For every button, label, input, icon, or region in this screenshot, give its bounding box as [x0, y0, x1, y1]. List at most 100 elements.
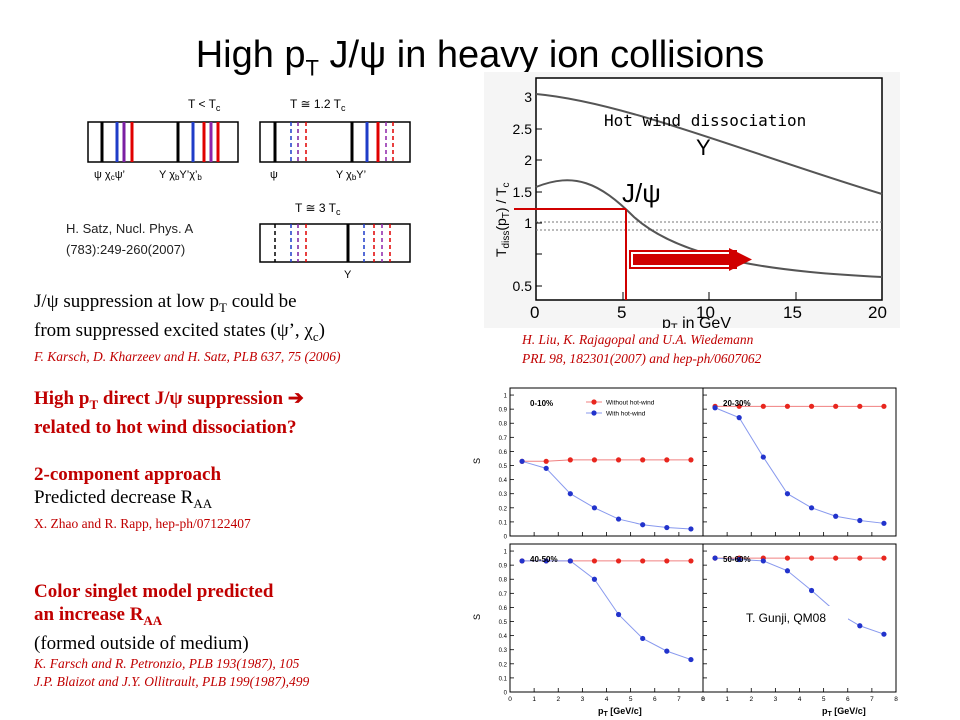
- hot-wind-annotation: Hot wind dissociation: [604, 111, 806, 130]
- svg-text:5: 5: [617, 303, 626, 322]
- series-line: [714, 407, 884, 524]
- x-tick-label: 6: [653, 696, 657, 703]
- data-point: [881, 631, 887, 637]
- data-point: [736, 403, 742, 409]
- y-tick-label: 0.9: [499, 408, 508, 414]
- data-point: [615, 611, 622, 618]
- data-point: [784, 403, 791, 409]
- upper-plot-xlabel: pT in GeV: [662, 315, 731, 328]
- svg-text:1.5: 1.5: [513, 184, 533, 200]
- svg-text:3: 3: [524, 89, 532, 105]
- blaizot-reference: J.P. Blaizot and J.Y. Ollitrault, PLB 19…: [34, 673, 310, 689]
- x-tick-label: 4: [798, 696, 802, 703]
- data-point: [591, 558, 598, 564]
- data-point: [760, 454, 766, 460]
- data-point: [857, 403, 863, 409]
- data-point: [591, 505, 598, 511]
- data-point: [784, 555, 791, 561]
- x-tick-label: 0: [701, 696, 705, 703]
- data-point: [712, 405, 718, 411]
- data-point: [736, 556, 742, 563]
- y-tick-label: 0.6: [499, 606, 508, 612]
- ylabel-bottom: S: [472, 614, 482, 620]
- y-tick-label: 0.5: [499, 464, 508, 470]
- x-tick-label: 2: [556, 696, 560, 703]
- series-line: [522, 560, 692, 661]
- karsch-reference: F. Karsch, D. Kharzeev and H. Satz, PLB …: [34, 348, 341, 364]
- panel-label: 40-50%: [530, 555, 558, 564]
- data-point: [881, 403, 887, 409]
- zhao-reference: X. Zhao and R. Rapp, hep-ph/07122407: [34, 515, 251, 531]
- panel-frame: [509, 387, 704, 537]
- data-point: [543, 458, 549, 464]
- y-tick-label: 0.2: [499, 506, 508, 512]
- data-point: [567, 457, 573, 463]
- x-tick-label: 0: [508, 696, 512, 703]
- data-point: [640, 635, 646, 642]
- y-tick-label: 0.8: [499, 578, 508, 584]
- x-tick-label: 7: [677, 696, 681, 703]
- x-tick-label: 7: [870, 696, 874, 703]
- svg-text:2: 2: [524, 152, 532, 168]
- data-point: [640, 457, 646, 463]
- spectra-panel3-heading: T ≅ 3 Tc: [295, 201, 341, 217]
- data-point: [808, 587, 815, 594]
- y-tick-label: 0.1: [499, 520, 508, 526]
- data-point: [519, 558, 525, 564]
- data-point: [808, 403, 815, 409]
- y-tick-label: 0.4: [499, 478, 508, 484]
- data-point: [857, 555, 863, 561]
- y-tick-label: 0.3: [499, 492, 508, 498]
- x-tick-label: 3: [581, 696, 585, 703]
- y-tick-label: 0.6: [499, 450, 508, 456]
- excited-states-paragraph: J/ψ suppression at low pT could be from …: [34, 290, 474, 366]
- panel-frame: [702, 387, 897, 537]
- data-point: [833, 555, 839, 561]
- survival-probability-chart: 0 0.1 0.2 0.3 0.4 0.5 0.6 0.7 0.8 0.9 1 0-10% Withou…: [470, 378, 920, 720]
- y-tick-label: 0.7: [499, 592, 508, 598]
- x-tick-label: 5: [822, 696, 826, 703]
- data-point: [881, 520, 887, 526]
- spectra-panel1-labels: ψ χcψ’ Υ χbΥ’χ’b: [94, 169, 202, 182]
- chart-panel-2: 0 0.1 0.2 0.3 0.4 0.5 0.6 0.7 0.8 0.9 1 0 1 2 3 4 5 6 7 8 40…: [499, 543, 705, 703]
- x-tick-label: 6: [846, 696, 850, 703]
- data-point: [664, 648, 670, 654]
- spectra-panel1-heading: T < Tc: [188, 97, 221, 113]
- xlabel-left: pT [GeV/c]: [598, 706, 642, 718]
- data-point: [591, 576, 598, 582]
- data-point: [615, 516, 622, 522]
- data-point: [857, 623, 863, 629]
- data-point: [615, 457, 622, 463]
- svg-text:20: 20: [868, 303, 887, 322]
- dissociation-temperature-plot: 0 5 10 15 20 0.5 1 1.5 2 2.5 3 Tdiss(pT)…: [484, 72, 900, 328]
- svg-text:2.5: 2.5: [513, 121, 533, 137]
- spectra-panel3-labels: Υ: [344, 269, 352, 281]
- x-tick-label: 1: [532, 696, 536, 703]
- data-point: [664, 457, 670, 463]
- data-point: [615, 558, 622, 564]
- page-title: High pT J/ψ in heavy ion collisions: [195, 34, 765, 81]
- upsilon-label: Υ: [696, 135, 711, 160]
- series-line: [715, 557, 885, 635]
- y-tick-label: 0: [504, 691, 508, 697]
- data-point: [688, 526, 694, 532]
- series-line: [522, 459, 691, 462]
- spectra-panel2-heading: T ≅ 1.2 Tc: [290, 97, 346, 113]
- data-point: [808, 555, 815, 561]
- legend-entry: Without hot-wind: [606, 400, 655, 407]
- data-point: [760, 403, 766, 409]
- xlabel-right: pT [GeV/c]: [822, 706, 866, 718]
- data-point: [784, 568, 791, 574]
- svg-text:15: 15: [783, 303, 802, 322]
- farsch-reference: K. Farsch and R. Petronzio, PLB 193(1987…: [34, 655, 300, 671]
- svg-text:1: 1: [524, 215, 532, 231]
- data-point: [857, 517, 863, 524]
- color-singlet-paragraph: Color singlet model predicted an increas…: [34, 580, 474, 691]
- data-point: [543, 558, 549, 564]
- series-line: [521, 460, 691, 530]
- data-point: [640, 558, 646, 564]
- chart-panel-0: 0 0.1 0.2 0.3 0.4 0.5 0.6 0.7 0.8 0.9 1 0-10% Withou…: [499, 387, 704, 541]
- svg-text:10: 10: [696, 303, 715, 322]
